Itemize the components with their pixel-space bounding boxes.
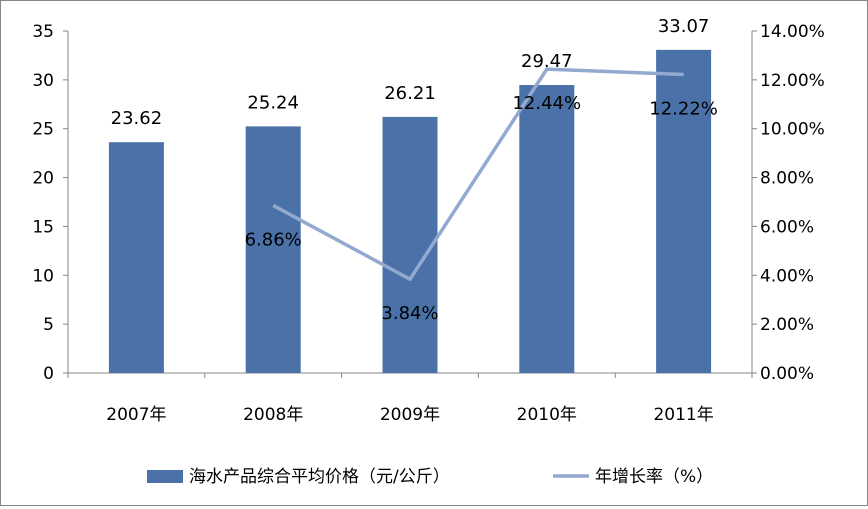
y-left-tick-label: 35: [32, 22, 54, 42]
y-right-tick-label: 4.00%: [760, 266, 814, 286]
y-right-tick-label: 0.00%: [760, 364, 814, 384]
y-left-tick-label: 15: [32, 217, 54, 237]
line-data-label: 6.86%: [245, 229, 302, 250]
y-right-tick-label: 10.00%: [760, 120, 825, 140]
bar: [519, 85, 575, 373]
bar-data-label: 29.47: [521, 51, 573, 72]
data-labels: 23.62 25.24 26.21 29.47 33.07 6.86% 3.84% 12.44…: [111, 16, 718, 324]
bar-data-label: 23.62: [111, 108, 163, 129]
bar: [656, 49, 712, 373]
bar-data-label: 25.24: [247, 92, 299, 113]
line-data-label: 12.44%: [512, 93, 581, 114]
y-left-tick-label: 25: [32, 120, 54, 140]
y-left-tick-label: 30: [32, 71, 54, 91]
legend-label-line: 年增长率（%）: [595, 467, 713, 487]
bar-data-label: 33.07: [658, 16, 710, 37]
bar: [245, 126, 301, 373]
axes: 0 5 10 15 20 25 30 35 0.00% 2.00% 4.00% 6.00% 8.00% 1…: [32, 22, 824, 425]
y-right-tick-label: 12.00%: [760, 71, 825, 91]
y-right-tick-label: 8.00%: [760, 169, 814, 189]
bar-series: [108, 49, 712, 373]
line-series: [272, 67, 684, 281]
x-tick-label: 2010年: [517, 405, 577, 425]
line-data-label: 3.84%: [381, 303, 438, 324]
x-tick-label: 2011年: [653, 405, 713, 425]
y-left-tick-label: 20: [32, 169, 54, 189]
legend: 海水产品综合平均价格（元/公斤） 年增长率（%）: [147, 467, 713, 487]
y-right-tick-label: 6.00%: [760, 217, 814, 237]
y-left-tick-label: 10: [32, 266, 54, 286]
y-right-tick-label: 14.00%: [760, 22, 825, 42]
y-left-tick-label: 5: [43, 315, 54, 335]
legend-label-bar: 海水产品综合平均价格（元/公斤）: [189, 467, 450, 487]
x-tick-label: 2007年: [106, 405, 166, 425]
bar-data-label: 26.21: [384, 83, 436, 104]
legend-swatch-bar: [147, 470, 183, 483]
y-left-tick-label: 0: [43, 364, 54, 384]
growth-rate-line: [272, 67, 684, 281]
bar: [382, 116, 438, 373]
bar: [108, 142, 164, 373]
x-tick-label: 2008年: [243, 405, 303, 425]
line-data-label: 12.22%: [649, 98, 718, 119]
y-right-tick-label: 2.00%: [760, 315, 814, 335]
x-tick-label: 2009年: [380, 405, 440, 425]
